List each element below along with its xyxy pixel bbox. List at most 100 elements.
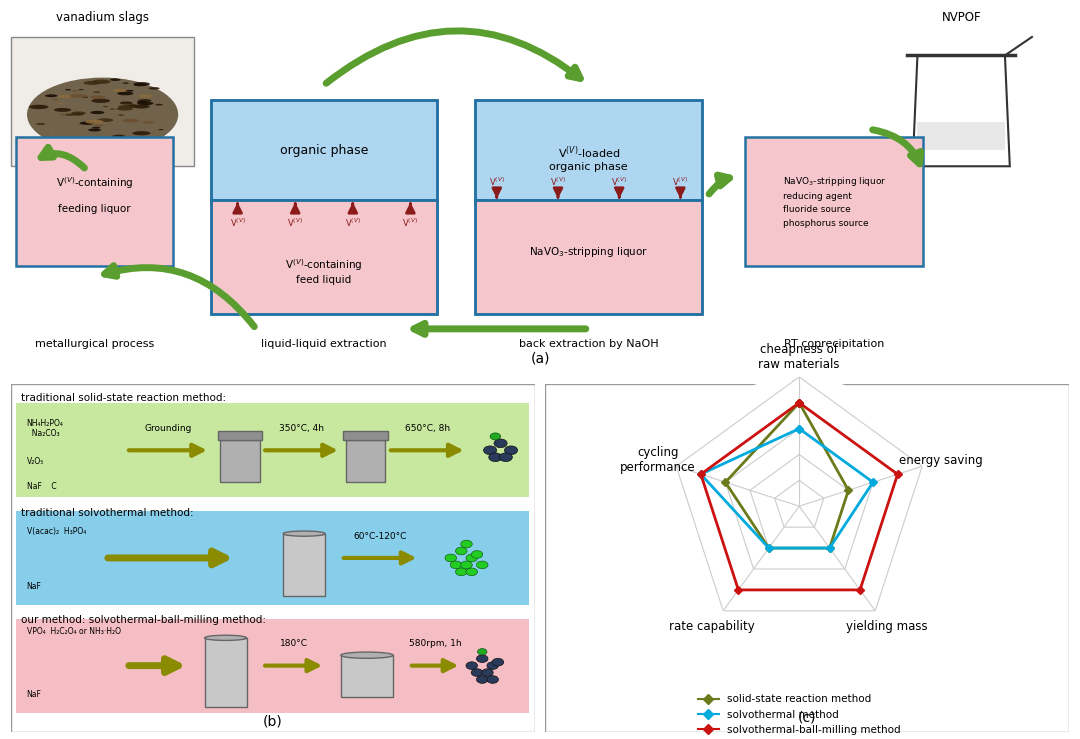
Bar — [211, 200, 437, 314]
Ellipse shape — [92, 127, 100, 129]
Ellipse shape — [64, 138, 76, 141]
Text: NH₄H₂PO₄
  Na₂CO₃: NH₄H₂PO₄ Na₂CO₃ — [27, 419, 64, 438]
Text: V$^{(V)}$: V$^{(V)}$ — [673, 176, 688, 188]
Ellipse shape — [490, 433, 500, 440]
Ellipse shape — [57, 103, 63, 104]
Legend: solid-state reaction method, solvothermal method, solvothermal-ball-milling meth: solid-state reaction method, solvotherma… — [693, 690, 905, 739]
Ellipse shape — [76, 138, 82, 140]
Ellipse shape — [283, 531, 325, 537]
Ellipse shape — [93, 92, 100, 93]
Ellipse shape — [125, 104, 135, 107]
Ellipse shape — [461, 561, 472, 569]
Ellipse shape — [499, 453, 512, 462]
Ellipse shape — [133, 131, 150, 135]
Ellipse shape — [504, 446, 517, 454]
Ellipse shape — [133, 84, 146, 86]
Ellipse shape — [146, 137, 153, 139]
Bar — [16, 619, 529, 712]
Ellipse shape — [71, 90, 79, 92]
Ellipse shape — [450, 561, 462, 569]
Ellipse shape — [27, 78, 178, 151]
Ellipse shape — [138, 95, 152, 98]
Text: V$^{(V)}$: V$^{(V)}$ — [550, 176, 566, 188]
Ellipse shape — [121, 140, 134, 143]
Text: NVPOF: NVPOF — [942, 11, 981, 24]
Ellipse shape — [36, 123, 45, 125]
Text: vanadium slags: vanadium slags — [56, 11, 149, 24]
Ellipse shape — [476, 561, 488, 569]
Text: our method: solvothermal-ball-milling method:: our method: solvothermal-ball-milling me… — [22, 616, 267, 625]
Text: organic phase: organic phase — [280, 143, 368, 157]
Ellipse shape — [118, 143, 125, 144]
Ellipse shape — [77, 143, 93, 146]
Ellipse shape — [60, 113, 70, 115]
Bar — [16, 137, 173, 266]
Ellipse shape — [53, 140, 65, 142]
Text: 650°C, 8h: 650°C, 8h — [405, 424, 449, 433]
Text: NaF    C: NaF C — [27, 482, 56, 491]
Ellipse shape — [204, 636, 246, 641]
Text: NaVO$_3$-stripping liquor
reducing agent
fluoride source
phosphorus source: NaVO$_3$-stripping liquor reducing agent… — [783, 175, 886, 228]
Polygon shape — [701, 403, 897, 590]
Text: V$^{(V)}$: V$^{(V)}$ — [345, 217, 361, 229]
Ellipse shape — [92, 80, 110, 84]
Ellipse shape — [159, 129, 164, 130]
Bar — [475, 100, 702, 200]
Bar — [211, 100, 437, 200]
Ellipse shape — [461, 540, 472, 548]
Text: V$^{(V)}$-containing
feed liquid: V$^{(V)}$-containing feed liquid — [285, 257, 363, 285]
Ellipse shape — [445, 554, 457, 562]
Ellipse shape — [107, 137, 124, 141]
Text: NaVO$_3$-stripping liquor: NaVO$_3$-stripping liquor — [529, 245, 648, 259]
Ellipse shape — [45, 95, 57, 97]
Text: V(acac)₂  H₃PO₄: V(acac)₂ H₃PO₄ — [27, 527, 85, 536]
Ellipse shape — [79, 89, 83, 90]
Ellipse shape — [72, 113, 84, 115]
Ellipse shape — [92, 99, 110, 103]
Text: RT coprecipitation: RT coprecipitation — [784, 338, 885, 349]
Bar — [475, 200, 702, 314]
Ellipse shape — [80, 121, 94, 125]
Bar — [218, 431, 262, 440]
Ellipse shape — [91, 111, 105, 114]
Bar — [16, 511, 529, 605]
Ellipse shape — [50, 132, 54, 134]
Ellipse shape — [83, 81, 100, 85]
Ellipse shape — [90, 95, 106, 99]
Text: 580rpm, 1h: 580rpm, 1h — [408, 639, 461, 648]
Ellipse shape — [489, 453, 502, 462]
Text: (a): (a) — [530, 352, 550, 366]
Bar — [204, 638, 246, 707]
Text: V$^{(V)}$: V$^{(V)}$ — [403, 217, 418, 229]
Text: (b): (b) — [262, 714, 283, 728]
Ellipse shape — [156, 103, 163, 106]
Ellipse shape — [94, 124, 104, 126]
Ellipse shape — [120, 101, 133, 104]
Ellipse shape — [103, 106, 108, 107]
Ellipse shape — [69, 137, 76, 139]
Bar — [346, 440, 386, 482]
Ellipse shape — [146, 139, 160, 142]
Text: NaF: NaF — [27, 690, 41, 699]
Bar — [11, 37, 194, 166]
Text: NaF: NaF — [27, 582, 41, 591]
Ellipse shape — [58, 95, 72, 98]
Ellipse shape — [71, 112, 85, 115]
Text: V₂O₅: V₂O₅ — [27, 457, 44, 466]
Ellipse shape — [85, 120, 104, 124]
Ellipse shape — [89, 129, 102, 132]
Ellipse shape — [482, 669, 494, 676]
Text: 180°C: 180°C — [280, 639, 308, 648]
Ellipse shape — [52, 99, 58, 101]
Ellipse shape — [118, 115, 124, 116]
Text: liquid-liquid extraction: liquid-liquid extraction — [261, 338, 387, 349]
Ellipse shape — [484, 446, 497, 454]
Ellipse shape — [143, 121, 154, 123]
Text: V$^{(V)}$: V$^{(V)}$ — [287, 217, 303, 229]
Ellipse shape — [122, 119, 139, 123]
Bar — [16, 403, 529, 497]
Ellipse shape — [65, 89, 71, 90]
Text: VPO₄  H₂C₂O₄ or NH₃·H₂O: VPO₄ H₂C₂O₄ or NH₃·H₂O — [27, 627, 121, 636]
Ellipse shape — [118, 105, 135, 109]
Text: 350°C, 4h: 350°C, 4h — [279, 424, 324, 433]
